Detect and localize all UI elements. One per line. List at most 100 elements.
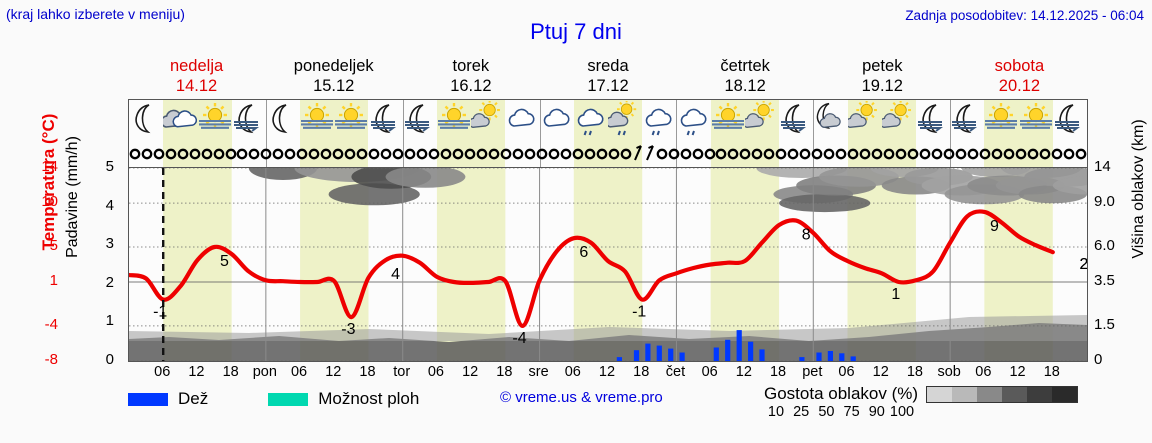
wind-calm-icon xyxy=(977,145,993,163)
wind-calm-icon xyxy=(678,145,694,163)
cloud-density-step xyxy=(1052,386,1078,402)
rain-legend-swatch xyxy=(128,392,168,406)
wind-calm-icon xyxy=(929,145,945,163)
cloud-density-tick-labels: 10 25 50 75 90 100 xyxy=(764,404,916,422)
wind-calm-icon xyxy=(570,145,586,163)
weather-icon-sun-wind xyxy=(711,101,745,139)
wind-calm-icon xyxy=(869,145,885,163)
wind-calm-icon xyxy=(582,145,598,163)
wind-calm-icon xyxy=(187,145,203,163)
time-tick-label: 18 xyxy=(359,364,376,380)
wind-calm-icon xyxy=(833,145,849,163)
temperature-point-label: 5 xyxy=(220,253,229,270)
time-tick-label: 06 xyxy=(154,364,171,380)
precipitation-tick-label: 1 xyxy=(105,312,114,330)
precipitation-bar xyxy=(668,348,674,361)
weather-icon-sun-cloud xyxy=(845,99,882,139)
wind-calm-icon xyxy=(881,145,897,163)
wind-calm-icon xyxy=(809,145,825,163)
weather-icon-sun-wind xyxy=(984,101,1018,139)
wind-calm-icon xyxy=(330,145,346,163)
temperature-tick-label: 5 xyxy=(49,236,58,254)
wind-calm-icon xyxy=(654,145,670,163)
wind-calm-icon xyxy=(211,145,227,163)
cloud-height-tick-label: 9.0 xyxy=(1094,193,1115,211)
weather-icon-moon-wind xyxy=(779,101,813,139)
weather-icon-cloud-rain-sun xyxy=(605,99,642,139)
wind-calm-icon xyxy=(965,145,981,163)
weather-icon-cloud-rain xyxy=(642,101,676,139)
weather-icon-cloud-rain xyxy=(574,101,608,139)
plot-daylight-band xyxy=(436,168,506,361)
wind-calm-icon xyxy=(318,145,334,163)
weather-icon-sun-wind xyxy=(198,101,232,139)
weather-icon-sun-wind xyxy=(437,101,471,139)
wind-barb-icon xyxy=(642,145,658,163)
weather-icon-cloud-moon xyxy=(161,101,198,139)
weather-icon-moon-wind xyxy=(1053,101,1087,139)
day-date: 18.12 xyxy=(724,77,766,95)
day-header-7: sobota 20.12 xyxy=(951,56,1088,98)
page-title: Ptuj 7 dni xyxy=(530,19,622,44)
cloud-height-tick-label: 3.5 xyxy=(1094,272,1115,290)
day-date: 14.12 xyxy=(175,77,218,95)
showers-legend-label: Možnost ploh xyxy=(318,389,420,408)
wind-calm-icon xyxy=(1049,145,1065,163)
wind-calm-icon xyxy=(414,145,430,163)
wind-calm-icon xyxy=(1001,145,1017,163)
day-date: 20.12 xyxy=(998,77,1041,95)
cloud-density-step xyxy=(927,386,953,402)
day-header-1: nedelja 14.12 xyxy=(128,56,265,98)
wind-calm-icon xyxy=(594,145,610,163)
weather-icon-moon-wind xyxy=(950,101,984,139)
cloud-density-step xyxy=(977,386,1003,402)
precipitation-bar xyxy=(713,347,719,361)
temperature-point-label: 6 xyxy=(579,244,588,261)
day-separator xyxy=(265,100,267,167)
wind-calm-icon xyxy=(893,145,909,163)
cloud-density-blob xyxy=(779,194,871,213)
plot-daylight-band xyxy=(163,168,232,361)
day-separator xyxy=(402,100,404,167)
wind-calm-icon xyxy=(1013,145,1029,163)
cloud-density-tick-label: 50 xyxy=(818,404,835,420)
wind-calm-icon xyxy=(618,145,634,163)
wind-calm-icon xyxy=(690,145,706,163)
weather-icon-cloud-rain xyxy=(677,101,711,139)
day-header-5: četrtek 18.12 xyxy=(677,56,814,98)
temperature-tick-label: 1 xyxy=(49,272,58,290)
time-tick-label: 06 xyxy=(701,364,718,380)
cloud-height-tick-label: 6.0 xyxy=(1094,236,1115,254)
precipitation-bar xyxy=(725,339,731,361)
time-tick-label: pon xyxy=(252,364,277,380)
precipitation-bar xyxy=(645,343,651,361)
weather-icon-sun-cloud xyxy=(879,99,916,139)
temperature-point-label: 2 xyxy=(1080,256,1087,273)
day-name: petek xyxy=(862,57,903,75)
cloud-height-tick-label: 14 xyxy=(1094,158,1111,175)
cloud-density-tick-label: 100 xyxy=(889,404,915,420)
temperature-point-label: 1 xyxy=(891,286,900,303)
wind-calm-icon xyxy=(941,145,957,163)
weather-icon-sun-cloud xyxy=(742,99,779,139)
time-tick-label: 12 xyxy=(1009,364,1026,380)
time-tick-label: 12 xyxy=(872,364,889,380)
wind-calm-icon xyxy=(857,145,873,163)
time-tick-label: 18 xyxy=(769,364,787,380)
day-name: četrtek xyxy=(720,57,770,75)
wind-calm-icon xyxy=(426,145,442,163)
precipitation-bar xyxy=(816,352,822,361)
day-header-6: petek 19.12 xyxy=(814,56,951,98)
cloud-density-gradient xyxy=(926,385,1079,403)
precipitation-bar xyxy=(839,353,845,361)
wind-calm-icon xyxy=(702,145,718,163)
time-tick-label: 18 xyxy=(496,364,513,380)
temperature-tick-label: -8 xyxy=(44,351,58,368)
day-separator xyxy=(950,100,952,167)
wind-calm-icon xyxy=(953,145,969,163)
wind-calm-icon xyxy=(558,145,574,163)
wind-calm-icon xyxy=(606,145,622,163)
time-tick-label: čet xyxy=(665,364,686,380)
low-cloud-band-soft xyxy=(129,315,1087,341)
cloud-density-blob xyxy=(1052,176,1087,195)
